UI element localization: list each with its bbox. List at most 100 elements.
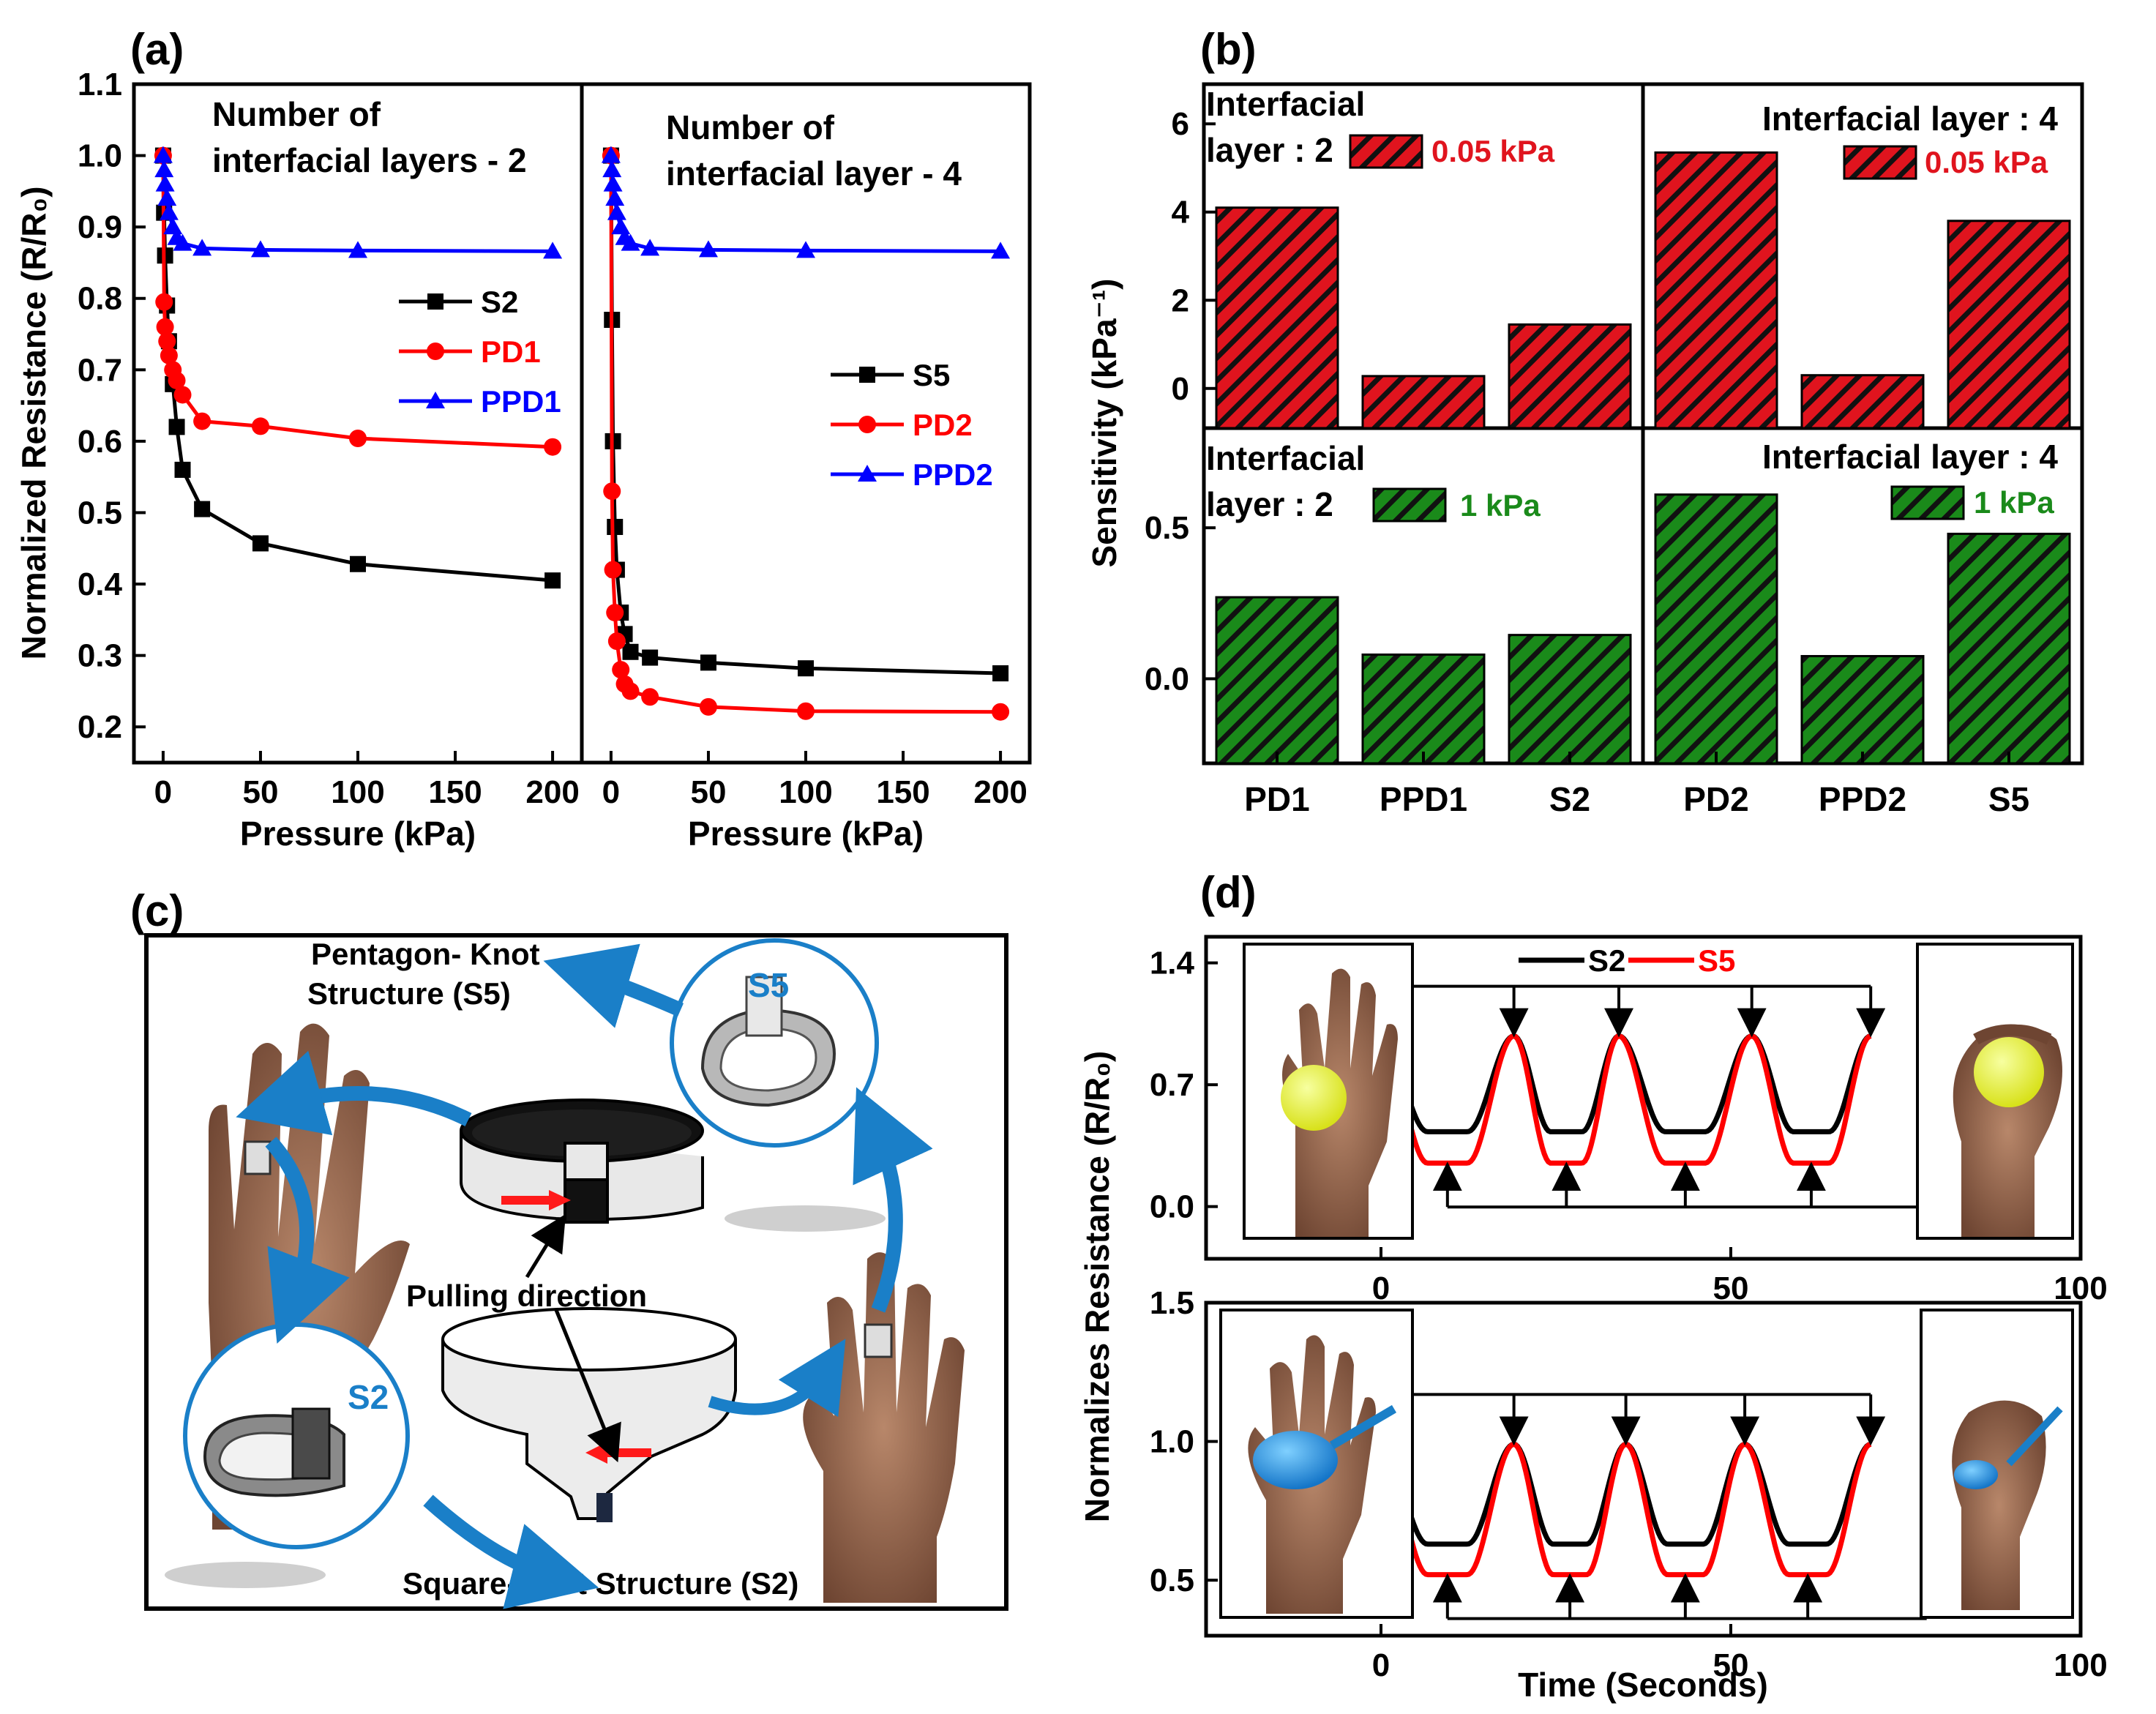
data-point-S5 (798, 660, 814, 677)
panel-b-axes: 0 2 4 6 0.0 0.5 PD1 PPD1 S2 PD2 PPD2 S5 (1145, 106, 2029, 818)
panel-a-right-xlabel: Pressure (kPa) (688, 815, 924, 853)
data-point-PD2 (603, 482, 621, 501)
data-point-PD1 (160, 346, 178, 364)
data-point-PPD1 (154, 160, 174, 178)
bar-S5-bottom (1947, 532, 2071, 765)
x-tick-label: 0 (1372, 1270, 1390, 1306)
blower-nozzle (1329, 1404, 1397, 1450)
bar-S2-top (1508, 323, 1632, 430)
y-tick-label: 0.8 (78, 281, 122, 317)
data-point-PD1 (251, 417, 269, 435)
data-point-S5 (642, 649, 659, 666)
data-point-PD1 (156, 318, 174, 336)
data-point-PD2 (612, 661, 630, 679)
category-label-PD2: PD2 (1683, 780, 1748, 818)
panel-d-series (1366, 984, 1927, 1620)
data-point-S2 (252, 535, 269, 552)
data-point-PD2 (604, 561, 622, 579)
x-tick-label: 50 (1713, 1647, 1749, 1683)
ring-sensor (864, 1323, 893, 1358)
data-point-S5 (607, 518, 624, 535)
y-tick-label: 0.2 (78, 709, 122, 745)
x-tick-label: 50 (690, 774, 726, 810)
data-point-PPD2 (603, 174, 623, 192)
x-tick-label: 0 (602, 774, 620, 810)
blue-arrow (853, 1087, 933, 1313)
x-tick-label: 200 (525, 774, 579, 810)
panel-label-b: (b) (1200, 25, 1257, 74)
y-tick-label: 0.0 (1150, 1189, 1194, 1225)
bar-PD2-bottom (1654, 493, 1778, 765)
legend-label-S2: S2 (481, 285, 518, 319)
s5-tab (745, 976, 783, 1037)
y-tick-label: 1.1 (78, 67, 122, 102)
y-tick-label: 1.0 (1150, 1424, 1194, 1460)
panel-d-legend: S2 S5 (1519, 943, 1735, 978)
y-tick-label: 1.4 (1150, 946, 1195, 981)
panel-b-bl-label2: layer : 2 (1206, 485, 1333, 523)
blower-bulb (1954, 1460, 1998, 1489)
y-tick-label: 0.7 (1150, 1067, 1194, 1103)
data-point-PPD1 (159, 203, 179, 220)
data-point-PPD1 (543, 242, 563, 259)
bar-PD2-top (1654, 151, 1778, 430)
pulling-arrow-up (525, 1213, 566, 1279)
panel-a-right-legend: S5 PD2 PPD2 (831, 358, 993, 492)
bar-PPD2-top (1800, 374, 1925, 430)
panel-d-top-frame (1204, 935, 2083, 1261)
x-tick-label: 100 (2054, 1647, 2107, 1683)
data-point-PPD1 (348, 241, 367, 258)
panel-b-bars (1215, 151, 2071, 765)
category-label-PD1: PD1 (1244, 780, 1309, 818)
blue-arrow (423, 1494, 599, 1609)
data-point-PPD2 (698, 240, 718, 258)
category-label-PPD1: PPD1 (1380, 780, 1467, 818)
legend-s5: S5 (1698, 943, 1735, 978)
data-point-S2 (194, 501, 211, 517)
y-tick-label: 0.6 (78, 424, 122, 460)
panel-b-tr-legend: 0.05 kPa (1925, 145, 2048, 179)
y-tick-label: 6 (1172, 106, 1189, 142)
data-point-S5 (700, 654, 716, 671)
shadow (165, 1562, 326, 1588)
series-line-S2 (1380, 1441, 1872, 1547)
legend-label-PPD1: PPD1 (481, 384, 561, 419)
panel-b-tl-legend-swatch (1349, 134, 1423, 169)
data-point-PD1 (155, 293, 173, 311)
bar-PD1-top (1215, 206, 1339, 430)
y-tick-label: 0 (1172, 371, 1189, 407)
panel-b-br-legend: 1 kPa (1974, 485, 2054, 520)
x-tick-label: 200 (973, 774, 1027, 810)
category-label-S5: S5 (1988, 780, 2029, 818)
series-line-S2 (1380, 1033, 1872, 1134)
series-line-S5 (1380, 1441, 1872, 1578)
panel-a-left-title-line2: interfacial layers - 2 (212, 141, 527, 179)
data-point-S2 (544, 572, 561, 589)
data-point-PPD1 (250, 240, 270, 258)
data-point-PPD2 (602, 160, 622, 178)
y-tick-label: 0.9 (78, 209, 122, 245)
tennis-ball (1281, 1065, 1347, 1131)
data-point-PD1 (193, 412, 212, 430)
blower-nozzle (2006, 1406, 2063, 1467)
data-point-S5 (992, 665, 1009, 682)
x-tick-label: 150 (428, 774, 482, 810)
x-tick-label: 50 (1713, 1270, 1749, 1306)
y-tick-label: 0.7 (78, 352, 122, 388)
data-point-PD2 (699, 697, 717, 716)
pulling-arrow-down (554, 1309, 621, 1463)
pentagon-knot-diagram (460, 1099, 704, 1224)
legend-marker (427, 343, 444, 360)
y-tick-label: 4 (1172, 195, 1190, 231)
panel-b-br-label1: Interfacial layer : 4 (1762, 438, 2058, 476)
panel-b-bl-legend-swatch (1372, 487, 1447, 523)
bar-PPD1-top (1361, 375, 1486, 430)
s2-tag: S2 (348, 1378, 389, 1416)
category-label-PPD2: PPD2 (1819, 780, 1906, 818)
legend-marker (858, 416, 876, 433)
data-point-PPD1 (153, 146, 173, 163)
y-tick-label: 0.3 (78, 638, 122, 674)
data-point-PPD1 (173, 233, 192, 251)
data-point-PPD2 (640, 239, 660, 256)
